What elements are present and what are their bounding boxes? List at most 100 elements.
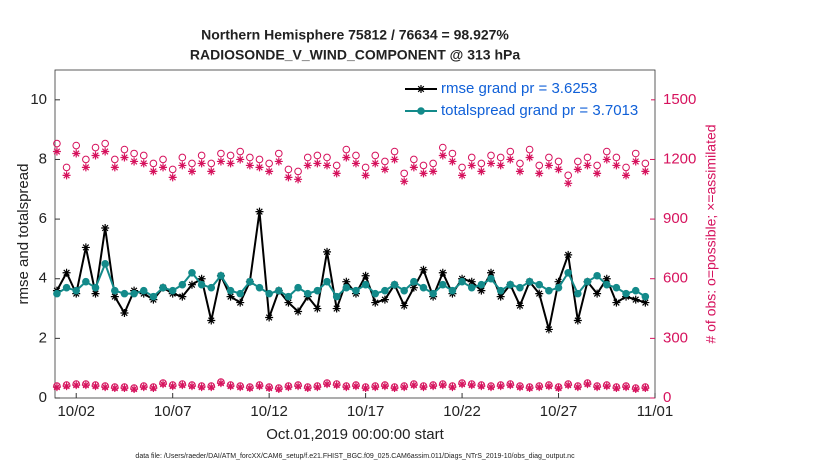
data-point (622, 171, 631, 180)
data-point (573, 316, 582, 325)
data-point (72, 381, 81, 390)
data-point (120, 309, 129, 318)
data-point (187, 167, 196, 176)
data-point (207, 159, 216, 168)
legend-box (401, 74, 651, 126)
data-point (342, 277, 351, 286)
data-point (101, 147, 110, 156)
chart-title: Northern Hemisphere 75812 / 76634 = 98.9… (201, 27, 509, 43)
data-point (622, 383, 631, 392)
legend-marker (417, 107, 425, 115)
data-point (573, 383, 582, 392)
data-point (130, 289, 138, 298)
data-point (400, 177, 409, 186)
data-point (101, 260, 109, 268)
data-point (216, 157, 225, 166)
data-point (564, 179, 573, 188)
data-point (207, 167, 216, 176)
data-point (467, 283, 476, 292)
y2-axis-label: # of obs: o=possible; ×=assimilated (703, 124, 719, 343)
data-point (477, 286, 486, 295)
data-point (62, 163, 71, 172)
data-point (631, 157, 640, 166)
data-point (516, 283, 524, 292)
data-point (178, 153, 187, 162)
data-point (612, 384, 621, 393)
data-point (294, 283, 302, 292)
data-point (294, 382, 303, 391)
data-point (371, 289, 380, 298)
data-point (593, 383, 602, 392)
data-point (101, 224, 110, 233)
data-point (217, 271, 225, 280)
data-point (255, 382, 264, 391)
data-point (380, 382, 389, 391)
data-point (226, 286, 235, 295)
data-point (159, 163, 168, 172)
data-point (361, 163, 370, 172)
data-point (545, 153, 553, 162)
data-point (120, 153, 129, 162)
data-point (303, 161, 312, 170)
data-point (303, 384, 312, 393)
y2-tick-label: 0 (663, 389, 671, 406)
data-point (197, 159, 206, 168)
data-point (72, 149, 81, 158)
data-point (409, 163, 418, 172)
data-point (602, 274, 611, 283)
data-point (342, 283, 351, 292)
data-point (496, 286, 505, 295)
data-point (149, 384, 158, 393)
data-point (602, 382, 611, 391)
data-point (641, 292, 650, 301)
y-tick-label: 2 (39, 329, 47, 346)
data-point (438, 280, 447, 289)
y2-tick-label: 300 (663, 329, 688, 346)
x-tick-label: 11/01 (637, 403, 673, 420)
data-point (641, 298, 650, 307)
data-point (602, 147, 611, 156)
data-point (168, 382, 177, 391)
data-point (641, 159, 650, 168)
data-point (419, 169, 428, 178)
data-point (448, 286, 457, 295)
data-point (120, 289, 129, 298)
data-point (380, 295, 389, 304)
data-point (81, 163, 90, 172)
data-point (265, 313, 274, 322)
data-point (82, 277, 90, 286)
data-point (477, 280, 486, 289)
data-point (245, 384, 254, 393)
data-point (62, 382, 71, 391)
data-point (81, 243, 90, 252)
data-point (72, 286, 81, 295)
y-tick-label: 6 (39, 210, 47, 227)
chart-subtitle: RADIOSONDE_V_WIND_COMPONENT @ 313 hPa (190, 47, 520, 63)
data-point (487, 159, 496, 168)
data-point (91, 382, 100, 391)
data-point (313, 159, 322, 168)
data-point (284, 383, 293, 392)
data-point (631, 385, 640, 394)
data-point (535, 383, 544, 392)
y-tick-label: 10 (30, 91, 47, 108)
x-tick-label: 10/02 (57, 403, 95, 420)
data-point (496, 153, 505, 162)
data-point (274, 385, 283, 394)
data-point (535, 289, 544, 298)
data-point (458, 163, 466, 172)
data-point (525, 277, 534, 286)
data-point (641, 384, 650, 393)
data-point (361, 384, 370, 393)
data-point (91, 283, 100, 292)
data-point (583, 380, 592, 389)
data-point (429, 289, 437, 298)
data-point (564, 268, 572, 277)
data-point (467, 381, 476, 390)
footnote: data file: /Users/raeder/DAI/ATM_forcXX/… (135, 453, 575, 460)
data-point (294, 175, 303, 184)
data-point (313, 151, 322, 160)
data-point (81, 381, 90, 390)
data-point (458, 277, 466, 286)
